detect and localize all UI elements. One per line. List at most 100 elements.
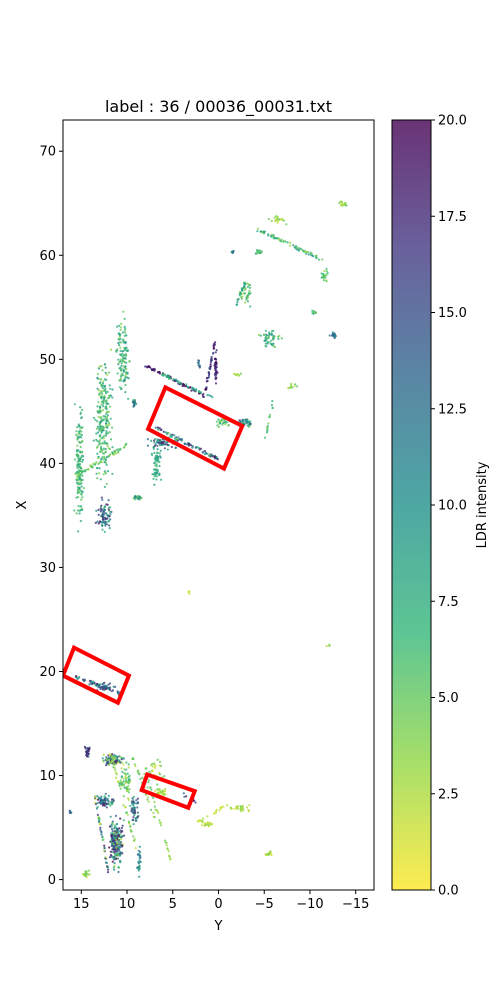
data-point-389 (101, 429, 104, 432)
data-point-679 (156, 472, 159, 475)
data-point-561 (105, 523, 109, 526)
colorbar-tick-label: 15.0 (438, 306, 467, 321)
data-point-2324 (122, 804, 125, 807)
data-point-2384 (139, 777, 142, 781)
data-point-1710 (290, 383, 293, 386)
data-point-2078 (88, 683, 91, 686)
data-point-153 (73, 403, 76, 406)
data-point-377 (99, 426, 102, 429)
data-point-329 (103, 363, 107, 366)
data-point-146 (73, 509, 76, 512)
data-point-368 (96, 377, 100, 380)
data-point-2223 (123, 446, 126, 449)
data-point-449 (117, 363, 120, 366)
data-point-2251 (185, 383, 188, 386)
data-point-469 (127, 397, 130, 400)
data-point-1461 (109, 804, 112, 807)
data-point-2371 (147, 800, 150, 803)
data-point-555 (101, 498, 104, 501)
data-point-2031 (185, 443, 188, 446)
data-point-231 (104, 371, 107, 374)
data-point-1315 (109, 850, 112, 853)
data-point-1861 (202, 395, 206, 398)
data-point-1907 (152, 368, 155, 371)
data-point-545 (109, 512, 112, 515)
data-point-272 (102, 415, 105, 418)
data-point-1542 (156, 783, 159, 786)
data-point-364 (101, 392, 104, 395)
data-point-2469 (183, 795, 186, 798)
data-point-374 (105, 482, 108, 485)
data-point-505 (123, 317, 126, 320)
data-point-2216 (84, 470, 87, 473)
data-point-458 (120, 387, 123, 390)
data-point-2433 (94, 803, 97, 806)
data-point-2264 (192, 387, 195, 390)
data-point-333 (101, 387, 105, 390)
data-point-516 (119, 338, 122, 341)
data-point-58 (77, 495, 80, 499)
data-point-980 (273, 216, 276, 219)
data-point-370 (109, 438, 113, 441)
data-point-556 (105, 512, 108, 515)
data-point-47 (77, 423, 80, 426)
data-point-1145 (120, 767, 123, 770)
point-cloud (68, 200, 348, 879)
data-point-486 (124, 391, 127, 394)
data-point-59 (80, 417, 83, 420)
data-point-2423 (100, 833, 103, 836)
data-point-807 (241, 420, 245, 423)
data-point-1576 (88, 873, 91, 876)
data-point-2025 (204, 452, 207, 455)
data-point-240 (104, 415, 107, 418)
data-point-2461 (182, 792, 185, 795)
data-point-906 (325, 270, 328, 273)
data-point-1777 (108, 687, 111, 690)
data-point-125 (80, 436, 83, 439)
data-point-1649 (235, 805, 238, 808)
data-point-1817 (158, 444, 162, 447)
data-point-1986 (169, 433, 172, 436)
data-point-324 (106, 442, 109, 445)
data-point-72 (77, 505, 80, 508)
data-point-899 (312, 312, 315, 315)
data-point-359 (95, 472, 98, 475)
data-point-346 (105, 373, 109, 376)
data-point-365 (104, 434, 108, 437)
data-point-582 (102, 520, 105, 523)
data-point-570 (104, 516, 107, 519)
box-2 (63, 644, 132, 706)
data-point-1177 (121, 770, 124, 774)
data-point-617 (132, 405, 135, 408)
data-point-144 (76, 426, 79, 429)
data-point-2212 (95, 461, 98, 464)
data-point-233 (111, 446, 114, 449)
data-point-2383 (134, 765, 137, 768)
data-point-2365 (153, 805, 156, 808)
colorbar-tick-label: 7.5 (438, 595, 459, 610)
data-point-864 (271, 337, 275, 340)
data-point-254 (96, 477, 99, 480)
data-point-2158 (197, 362, 200, 365)
data-point-2139 (307, 251, 310, 254)
data-point-501 (120, 322, 123, 325)
data-point-1412 (119, 829, 122, 832)
data-point-2204 (115, 448, 118, 451)
data-point-948 (243, 292, 247, 295)
data-point-541 (108, 510, 111, 513)
data-point-126 (75, 453, 78, 456)
data-point-1638 (248, 804, 251, 807)
data-point-2326 (119, 787, 122, 790)
data-point-366 (102, 384, 105, 387)
data-point-1530 (136, 815, 139, 818)
data-point-222 (104, 422, 107, 425)
data-point-2220 (90, 465, 93, 468)
data-point-976 (231, 251, 234, 255)
data-point-1502 (132, 795, 136, 798)
data-point-136 (79, 457, 82, 460)
data-point-1868 (190, 389, 193, 392)
data-point-2203 (93, 463, 96, 466)
data-point-1659 (240, 810, 243, 813)
data-point-1160 (128, 788, 131, 791)
